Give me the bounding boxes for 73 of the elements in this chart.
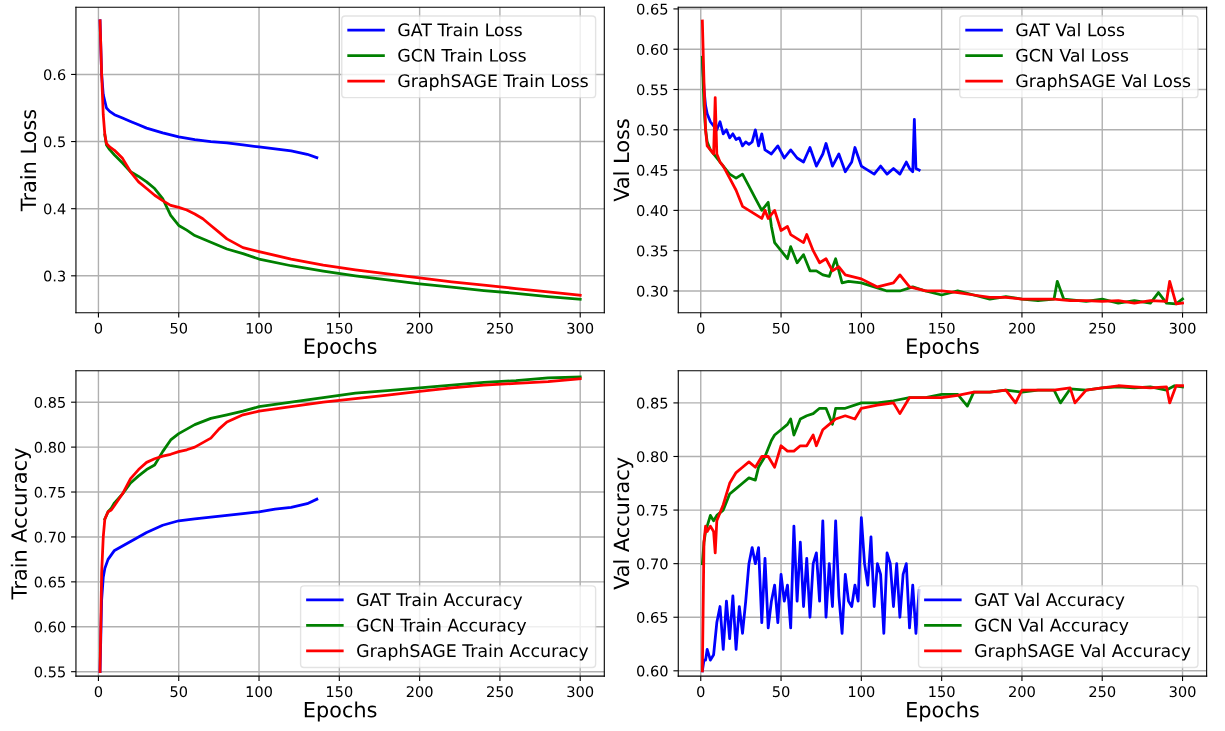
y-tick-label: 0.70 xyxy=(637,558,668,570)
legend-label: GCN Train Loss xyxy=(398,48,526,62)
y-tick-label: 0.80 xyxy=(34,441,66,453)
x-tick-label: 50 xyxy=(772,322,790,334)
x-tick-label: 50 xyxy=(170,322,188,334)
legend-label: GAT Train Loss xyxy=(398,22,522,37)
y-tick-label: 0.5 xyxy=(44,136,65,148)
y-tick-label: 0.60 xyxy=(637,665,668,677)
x-axis-title: Epochs xyxy=(304,701,377,722)
x-tick-label: 250 xyxy=(1089,686,1116,698)
x-axis-title: Epochs xyxy=(907,337,979,359)
x-tick-label: 200 xyxy=(1009,686,1035,698)
legend-label: GraphSAGE Val Loss xyxy=(1016,73,1191,91)
x-tick-label: 300 xyxy=(567,322,594,334)
x-tick-label: 150 xyxy=(327,322,353,334)
x-tick-label: 50 xyxy=(772,686,790,698)
legend-label: GCN Val Accuracy xyxy=(975,618,1129,636)
legend-label: GAT Val Loss xyxy=(1016,22,1125,37)
x-tick-label: 100 xyxy=(246,686,272,698)
y-tick-label: 0.60 xyxy=(637,43,668,55)
x-tick-label: 200 xyxy=(1009,322,1035,334)
y-tick-label: 0.85 xyxy=(637,397,668,409)
legend-label: GAT Train Accuracy xyxy=(357,592,523,610)
legend-label: GraphSAGE Train Accuracy xyxy=(357,643,589,661)
x-tick-label: 0 xyxy=(697,322,705,334)
legend-label: GraphSAGE Val Accuracy xyxy=(975,643,1191,661)
y-tick-label: 0.85 xyxy=(34,396,65,408)
y-tick-label: 0.55 xyxy=(637,84,668,96)
x-tick-label: 300 xyxy=(1169,686,1196,698)
x-tick-label: 200 xyxy=(406,322,433,334)
x-tick-label: 100 xyxy=(246,322,272,334)
x-tick-label: 300 xyxy=(1169,322,1196,334)
x-tick-label: 200 xyxy=(406,686,433,698)
x-axis-title: Epochs xyxy=(907,701,979,722)
x-tick-label: 0 xyxy=(94,322,103,334)
y-tick-label: 0.40 xyxy=(637,205,668,217)
y-tick-label: 0.60 xyxy=(34,621,66,633)
x-tick-label: 250 xyxy=(487,322,513,334)
y-axis-title: Train Loss xyxy=(20,109,37,212)
y-axis-title: Val Accuracy xyxy=(613,457,634,590)
y-tick-label: 0.80 xyxy=(637,451,668,463)
y-tick-label: 0.35 xyxy=(637,245,668,257)
x-tick-label: 100 xyxy=(849,686,875,698)
y-tick-label: 0.70 xyxy=(34,531,66,543)
y-tick-label: 0.3 xyxy=(44,270,66,282)
y-tick-label: 0.65 xyxy=(637,3,668,15)
x-tick-label: 150 xyxy=(929,322,955,334)
legend-label: GraphSAGE Train Loss xyxy=(398,73,588,91)
y-tick-label: 0.65 xyxy=(637,611,668,623)
x-tick-label: 0 xyxy=(697,686,705,698)
y-tick-label: 0.50 xyxy=(637,124,668,136)
y-tick-label: 0.6 xyxy=(44,69,66,81)
x-tick-label: 250 xyxy=(487,686,513,698)
y-axis-title: Train Accuracy xyxy=(10,448,31,600)
legend-label: GCN Val Loss xyxy=(1016,48,1129,62)
x-tick-label: 150 xyxy=(929,686,955,698)
x-tick-label: 250 xyxy=(1089,322,1116,334)
x-tick-label: 150 xyxy=(327,686,353,698)
y-tick-label: 0.45 xyxy=(637,164,668,176)
y-tick-label: 0.55 xyxy=(34,666,65,678)
x-tick-label: 50 xyxy=(170,686,188,698)
y-tick-label: 0.30 xyxy=(637,285,668,297)
x-tick-label: 0 xyxy=(94,686,103,698)
y-tick-label: 0.4 xyxy=(44,203,66,215)
x-tick-label: 300 xyxy=(567,686,594,698)
y-axis-title: Val Loss xyxy=(613,119,630,202)
legend-label: GCN Train Accuracy xyxy=(357,618,527,636)
x-tick-label: 100 xyxy=(849,322,875,334)
y-tick-label: 0.65 xyxy=(34,576,65,588)
y-tick-label: 0.75 xyxy=(637,504,668,516)
y-tick-label: 0.75 xyxy=(34,486,65,498)
legend-label: GAT Val Accuracy xyxy=(975,592,1125,610)
x-axis-title: Epochs xyxy=(304,337,377,359)
